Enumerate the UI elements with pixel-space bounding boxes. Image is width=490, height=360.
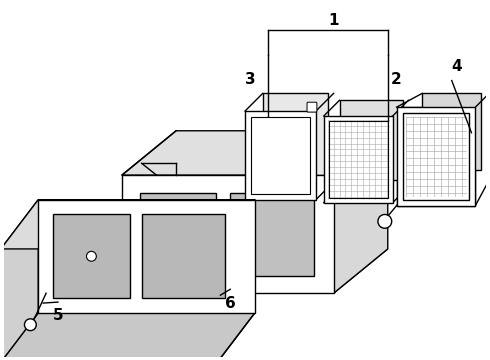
Bar xyxy=(396,107,475,206)
Bar xyxy=(329,121,388,198)
Bar xyxy=(324,116,392,203)
Bar xyxy=(230,193,314,275)
Bar xyxy=(38,200,255,313)
Text: 4: 4 xyxy=(451,59,462,74)
Polygon shape xyxy=(122,249,388,293)
Polygon shape xyxy=(1,313,255,360)
FancyBboxPatch shape xyxy=(307,102,317,112)
Circle shape xyxy=(378,215,392,228)
Text: 3: 3 xyxy=(245,72,255,87)
Bar xyxy=(396,107,475,206)
Bar xyxy=(402,113,469,200)
Bar xyxy=(142,215,225,298)
Bar xyxy=(422,93,481,170)
Text: 5: 5 xyxy=(52,309,63,323)
Polygon shape xyxy=(334,131,388,293)
Bar xyxy=(263,93,328,175)
Circle shape xyxy=(24,319,36,330)
Bar xyxy=(53,215,130,298)
Bar xyxy=(340,100,403,180)
Polygon shape xyxy=(1,200,255,249)
Circle shape xyxy=(173,229,183,239)
Text: 6: 6 xyxy=(225,296,236,311)
Polygon shape xyxy=(1,200,38,360)
Bar xyxy=(122,175,334,293)
Polygon shape xyxy=(122,131,388,175)
Text: 1: 1 xyxy=(328,13,339,28)
Text: 2: 2 xyxy=(390,72,401,87)
Bar xyxy=(251,117,310,194)
Bar xyxy=(245,111,316,200)
Circle shape xyxy=(86,251,97,261)
Bar xyxy=(140,193,217,275)
